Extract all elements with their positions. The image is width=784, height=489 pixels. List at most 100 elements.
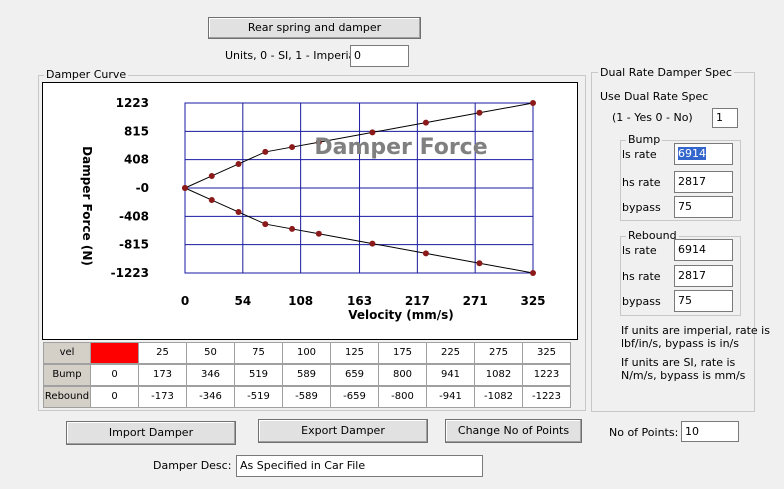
data-point: [289, 225, 296, 232]
label: bypass: [622, 295, 661, 308]
input[interactable]: 2817: [674, 171, 733, 193]
note: N/m/s, bypass is mm/s: [621, 369, 746, 382]
table-cell[interactable]: 25: [138, 342, 187, 364]
y-axis-label: Damper Force (N): [80, 146, 94, 266]
note: If units are imperial, rate is: [621, 324, 770, 337]
table-cell[interactable]: 1223: [522, 364, 571, 386]
rebound-group: [620, 236, 741, 316]
table-cell[interactable]: 75: [234, 342, 283, 364]
y-tick-label: 1223: [116, 96, 149, 110]
y-tick-label: -1223: [111, 266, 149, 280]
note: If units are SI, rate is: [621, 356, 736, 369]
table-cell[interactable]: 659: [330, 364, 379, 386]
title-button[interactable]: Rear spring and damper: [208, 17, 421, 39]
data-point: [315, 139, 322, 146]
table-cell[interactable]: -173: [138, 386, 187, 408]
data-point: [235, 160, 242, 167]
table-cell[interactable]: 100: [282, 342, 331, 364]
x-tick-label: 163: [347, 294, 372, 308]
table-cell[interactable]: 175: [378, 342, 427, 364]
table-cell[interactable]: 0: [90, 342, 139, 364]
table-cell[interactable]: 50: [186, 342, 235, 364]
input[interactable]: 75: [674, 196, 733, 218]
table-cell[interactable]: -1082: [474, 386, 523, 408]
x-tick-label: 0: [181, 294, 189, 308]
label: (1 - Yes 0 - No): [612, 111, 693, 124]
label: ls rate: [622, 244, 657, 257]
table-cell[interactable]: 346: [186, 364, 235, 386]
label: hs rate: [622, 176, 661, 189]
table-cell[interactable]: -941: [426, 386, 475, 408]
export-button[interactable]: Export Damper: [258, 419, 428, 443]
group-title: Rebound: [626, 229, 679, 242]
note: lbf/in/s, bypass is in/s: [621, 337, 739, 350]
table-cell[interactable]: -519: [234, 386, 283, 408]
label: ls rate: [622, 148, 657, 161]
table-cell[interactable]: -346: [186, 386, 235, 408]
input[interactable]: 6914: [674, 143, 733, 165]
table-cell[interactable]: 800: [378, 364, 427, 386]
data-point: [422, 119, 429, 126]
data-point: [422, 250, 429, 257]
x-tick-label: 217: [405, 294, 430, 308]
group-title: Dual Rate Damper Spec: [598, 66, 734, 79]
damper-curve-group: [38, 75, 586, 411]
y-tick-label: 815: [124, 124, 149, 138]
chart: Velocity (mm/s) Damper Force (N) 1223 815…: [42, 82, 578, 340]
label: No of Points:: [609, 426, 679, 439]
data-point: [369, 240, 376, 247]
x-tick-label: 108: [288, 294, 313, 308]
group-title: Damper Curve: [44, 68, 129, 81]
table-cell[interactable]: 941: [426, 364, 475, 386]
input-value: 6914: [678, 147, 706, 160]
x-tick-label: 54: [234, 294, 251, 308]
table-cell[interactable]: -800: [378, 386, 427, 408]
table-cell[interactable]: -1223: [522, 386, 571, 408]
table-cell[interactable]: 589: [282, 364, 331, 386]
table-cell[interactable]: 0: [90, 364, 139, 386]
x-tick-label: 271: [463, 294, 488, 308]
table-cell[interactable]: 225: [426, 342, 475, 364]
series-line: [184, 187, 534, 274]
data-point: [289, 144, 296, 151]
label: Damper Desc:: [153, 459, 232, 472]
change-points-button[interactable]: Change No of Points: [445, 419, 582, 443]
table-cell[interactable]: 275: [474, 342, 523, 364]
group-title: Bump: [626, 133, 663, 146]
table-cell[interactable]: 519: [234, 364, 283, 386]
input[interactable]: 6914: [674, 239, 733, 261]
table-cell[interactable]: 0: [90, 386, 139, 408]
data-point: [262, 221, 269, 228]
data-point: [476, 260, 483, 267]
desc-input[interactable]: As Specified in Car File: [236, 455, 483, 477]
data-point: [235, 209, 242, 216]
table-cell[interactable]: -589: [282, 386, 331, 408]
row-header: Bump: [43, 364, 91, 386]
table-cell[interactable]: 1082: [474, 364, 523, 386]
series-line: [184, 102, 534, 189]
data-table: vel 0 25 50 75 100 125 175 225 275 325 Bump 0 173 346 5…: [43, 342, 571, 408]
y-tick-label: -408: [119, 209, 149, 223]
table-cell[interactable]: -659: [330, 386, 379, 408]
label: bypass: [622, 201, 661, 214]
y-tick-label: -815: [119, 238, 149, 252]
data-point: [530, 100, 536, 106]
use-dual-input[interactable]: 1: [712, 108, 738, 128]
chart-title: Damper Force: [314, 135, 487, 160]
import-button[interactable]: Import Damper: [66, 421, 236, 445]
points-input[interactable]: 10: [681, 421, 739, 442]
input[interactable]: 75: [674, 290, 733, 312]
data-point: [182, 185, 188, 191]
y-tick-label: 408: [124, 153, 149, 167]
table-cell[interactable]: 325: [522, 342, 571, 364]
input[interactable]: 2817: [674, 265, 733, 287]
data-point: [208, 172, 215, 179]
x-tick-label: 325: [520, 294, 545, 308]
table-cell[interactable]: 125: [330, 342, 379, 364]
bump-group: [620, 140, 741, 221]
data-point: [315, 230, 322, 237]
units-input[interactable]: 0: [350, 45, 409, 67]
table-cell[interactable]: 173: [138, 364, 187, 386]
label: hs rate: [622, 270, 661, 283]
y-tick-label: -0: [136, 181, 149, 195]
